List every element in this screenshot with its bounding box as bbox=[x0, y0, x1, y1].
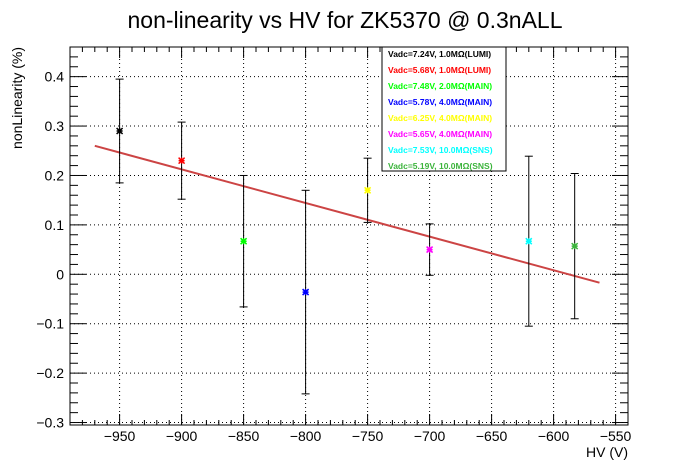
x-tick-label: −600 bbox=[538, 428, 570, 444]
legend-entry: Vadc=5.65V, 4.0MΩ(MAIN) bbox=[388, 129, 492, 139]
x-axis-title: HV (V) bbox=[586, 444, 628, 460]
data-point-marker bbox=[426, 246, 434, 254]
data-point-marker bbox=[116, 127, 124, 135]
chart-title: non-linearity vs HV for ZK5370 @ 0.3nALL bbox=[127, 7, 562, 33]
x-tick-label: −900 bbox=[166, 428, 198, 444]
legend-entry: Vadc=5.19V, 10.0MΩ(SNS) bbox=[388, 161, 493, 171]
legend-box bbox=[381, 46, 507, 172]
legend-entry: Vadc=7.24V, 1.0MΩ(LUMI) bbox=[388, 49, 491, 59]
y-tick-label: −0.3 bbox=[36, 415, 64, 431]
data-point-marker bbox=[525, 237, 533, 245]
y-tick-label: −0.2 bbox=[36, 365, 64, 381]
data-point-marker bbox=[302, 288, 310, 296]
y-tick-label: 0 bbox=[56, 266, 64, 282]
plot-frame bbox=[69, 46, 629, 426]
legend-entry: Vadc=5.68V, 1.0MΩ(LUMI) bbox=[388, 65, 491, 75]
x-tick-label: −950 bbox=[104, 428, 136, 444]
data-point-marker bbox=[364, 186, 372, 194]
y-tick-label: 0.3 bbox=[45, 118, 65, 134]
y-tick-label: −0.1 bbox=[36, 316, 64, 332]
data-point-marker bbox=[240, 237, 248, 245]
x-tick-label: −550 bbox=[600, 428, 632, 444]
x-tick-label: −850 bbox=[228, 428, 260, 444]
legend-entry: Vadc=7.48V, 2.0MΩ(MAIN) bbox=[388, 81, 492, 91]
fit-line-group bbox=[94, 144, 600, 284]
legend-entry: Vadc=6.25V, 4.0MΩ(MAIN) bbox=[388, 113, 492, 123]
fit-line bbox=[94, 144, 600, 284]
y-tick-label: 0.1 bbox=[45, 217, 65, 233]
data-points bbox=[115, 78, 579, 395]
x-tick-label: −750 bbox=[352, 428, 384, 444]
x-tick-label: −700 bbox=[414, 428, 446, 444]
x-tick-label: −650 bbox=[476, 428, 508, 444]
legend: Vadc=7.24V, 1.0MΩ(LUMI) Vadc=5.68V, 1.0MΩ… bbox=[381, 46, 507, 172]
data-point-marker bbox=[571, 242, 579, 250]
legend-entry: Vadc=5.78V, 4.0MΩ(MAIN) bbox=[388, 97, 492, 107]
grid-lines bbox=[70, 47, 628, 425]
y-tick-label: 0.2 bbox=[45, 167, 65, 183]
y-axis-title: nonLinearity (%) bbox=[9, 47, 25, 149]
data-point-marker bbox=[178, 157, 186, 165]
axis-ticks: −950 −900 −850 −800 −750 −700 −650 −600 −550 −0.3… bbox=[36, 47, 632, 444]
y-tick-label: 0.4 bbox=[45, 69, 65, 85]
x-tick-label: −800 bbox=[290, 428, 322, 444]
legend-entry: Vadc=7.53V, 10.0MΩ(SNS) bbox=[388, 145, 493, 155]
